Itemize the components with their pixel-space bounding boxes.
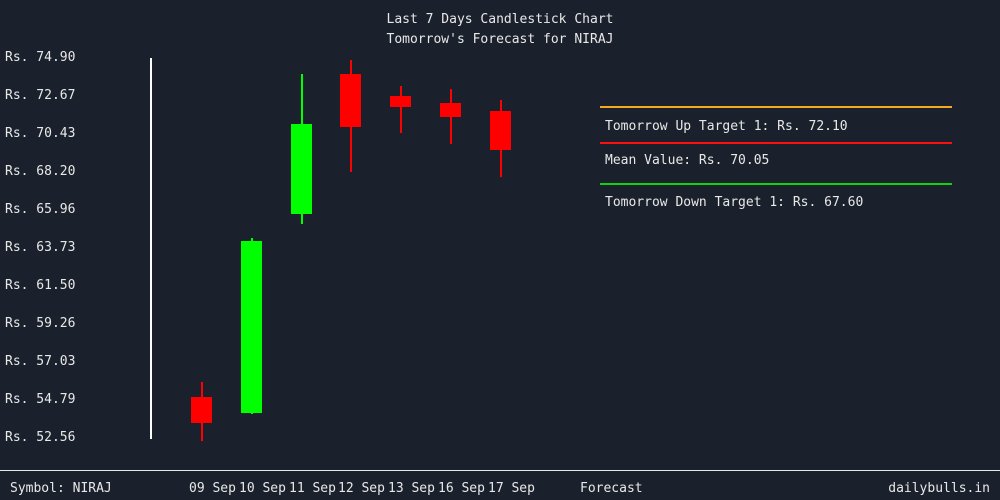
chart-header: Last 7 Days Candlestick Chart Tomorrow's…: [0, 10, 1000, 50]
x-axis-label: 17 Sep: [488, 481, 535, 496]
candle-body: [241, 241, 262, 413]
symbol-label: Symbol: NIRAJ: [10, 481, 112, 496]
y-axis-label: Rs. 65.96: [5, 202, 76, 217]
forecast-column-label: Forecast: [580, 481, 643, 496]
x-axis-label: 09 Sep: [189, 481, 236, 496]
y-axis-line: [150, 58, 152, 439]
down-target-line: [600, 183, 952, 185]
candle-body: [490, 111, 511, 150]
watermark: dailybulls.in: [888, 481, 990, 496]
x-axis-label: 12 Sep: [338, 481, 385, 496]
mean-value-label: Mean Value: Rs. 70.05: [605, 153, 770, 168]
y-axis-label: Rs. 74.90: [5, 50, 76, 65]
candle-wick: [400, 86, 402, 133]
x-axis-label: 11 Sep: [289, 481, 336, 496]
chart-subtitle: Tomorrow's Forecast for NIRAJ: [386, 32, 614, 47]
y-axis-label: Rs. 54.79: [5, 392, 76, 407]
up-target-label: Tomorrow Up Target 1: Rs. 72.10: [605, 119, 848, 134]
candle-body: [191, 397, 212, 423]
chart-title: Last 7 Days Candlestick Chart: [386, 12, 614, 27]
up-target-line: [600, 106, 952, 108]
x-axis-label: 10 Sep: [239, 481, 286, 496]
footer-separator-line: [0, 470, 1000, 471]
candle-body: [291, 124, 312, 214]
y-axis-label: Rs. 59.26: [5, 316, 76, 331]
candle-body: [390, 96, 411, 107]
x-axis-label: 16 Sep: [438, 481, 485, 496]
candle-body: [440, 103, 461, 117]
y-axis-label: Rs. 52.56: [5, 430, 76, 445]
y-axis-label: Rs. 61.50: [5, 278, 76, 293]
y-axis-label: Rs. 72.67: [5, 88, 76, 103]
candle-body: [340, 74, 361, 127]
y-axis-label: Rs. 63.73: [5, 240, 76, 255]
y-axis-label: Rs. 70.43: [5, 126, 76, 141]
y-axis-label: Rs. 68.20: [5, 164, 76, 179]
y-axis-label: Rs. 57.03: [5, 354, 76, 369]
x-axis-label: 13 Sep: [388, 481, 435, 496]
mean-value-line: [600, 142, 952, 144]
down-target-label: Tomorrow Down Target 1: Rs. 67.60: [605, 195, 864, 210]
